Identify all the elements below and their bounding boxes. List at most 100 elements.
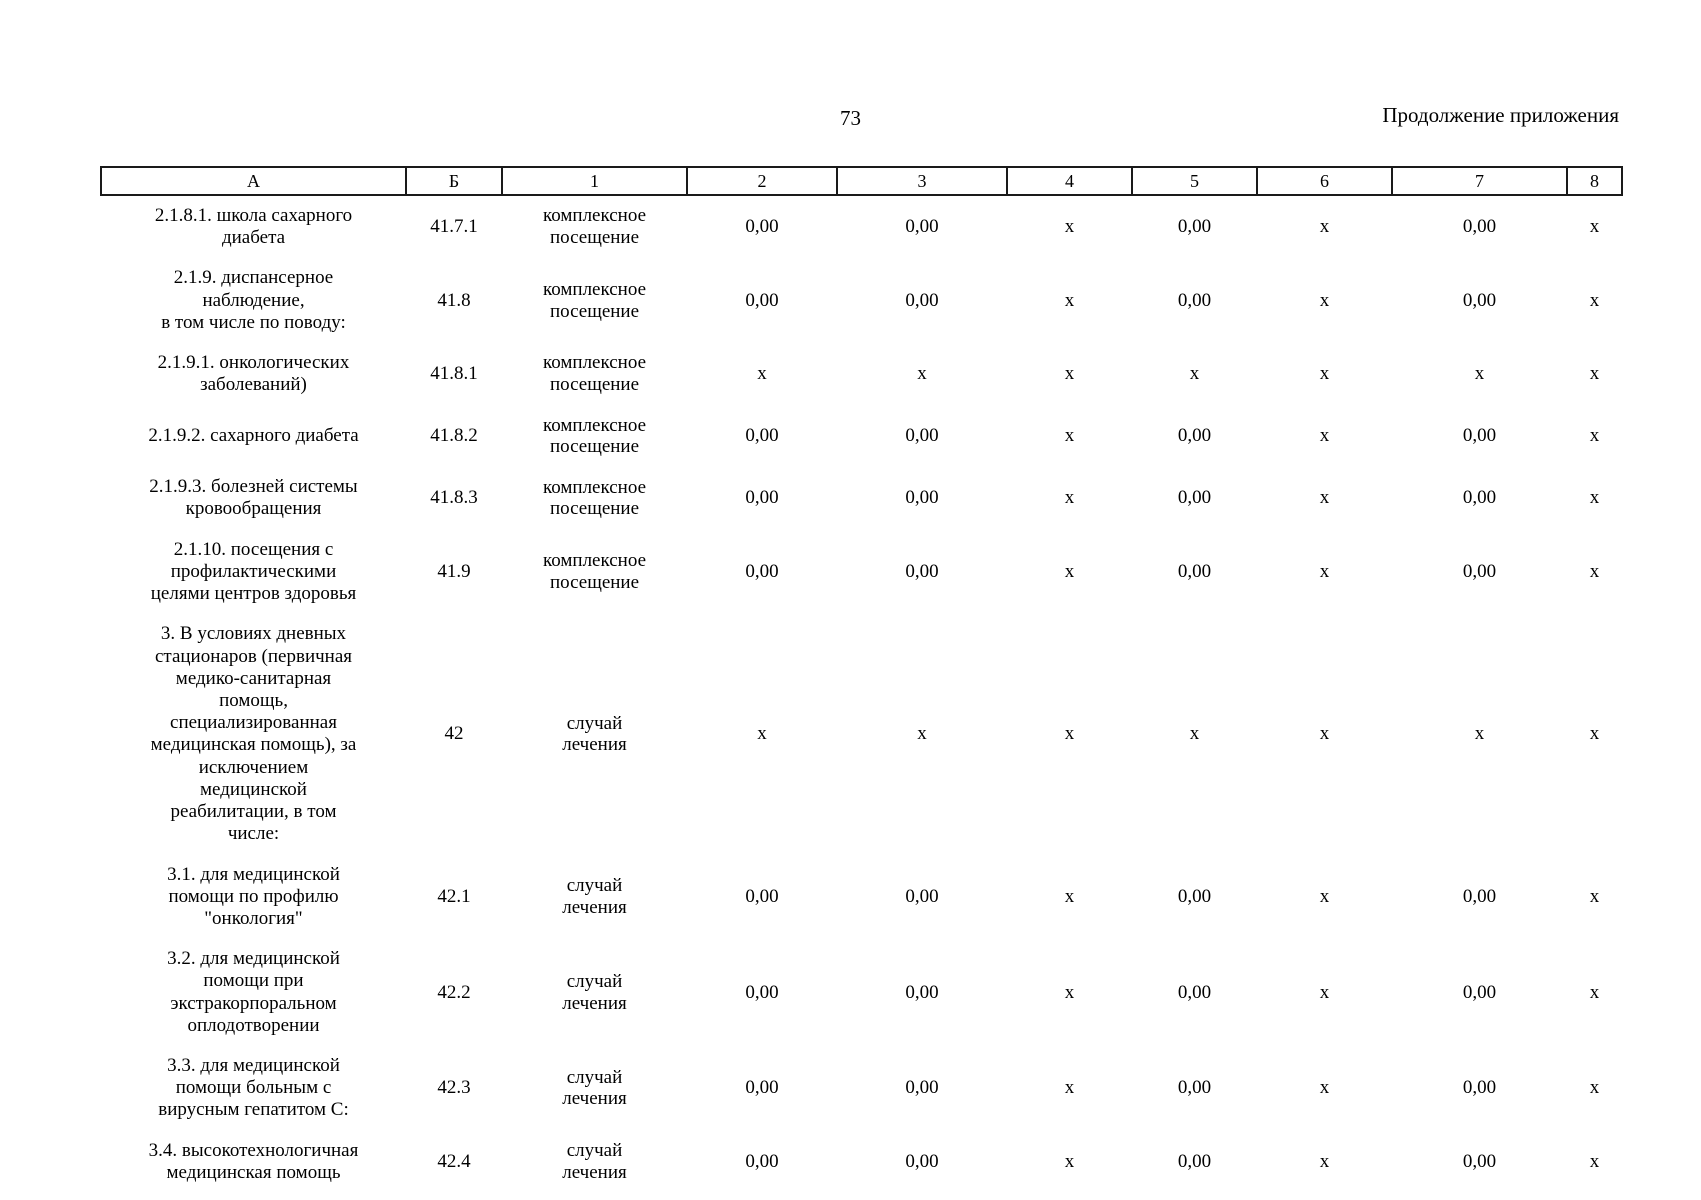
row-value-cell: 0,00: [1462, 560, 1497, 582]
row-code-cell: 42.1: [437, 885, 471, 907]
appendix-continuation-label: Продолжение приложения: [1382, 103, 1619, 127]
row-value-cell: 0,00: [905, 885, 939, 907]
column-header: 6: [1256, 166, 1393, 196]
row-value-cell: 0,00: [905, 289, 939, 311]
row-value-cell: x: [1319, 487, 1330, 509]
row-value-cell: x: [1589, 363, 1600, 385]
row-value-cell: 0,00: [1462, 289, 1497, 311]
row-name-cell: 2.1.10. посещения с профилактическими це…: [150, 538, 357, 605]
row-value-cell: x: [1474, 723, 1485, 745]
row-value-cell: x: [1319, 216, 1330, 238]
row-unit-cell: случай лечения: [562, 970, 627, 1014]
row-unit-cell: комплексное посещение: [542, 476, 647, 520]
row-value-cell: 0,00: [1462, 1077, 1497, 1099]
row-value-cell: x: [1319, 363, 1330, 385]
row-value-cell: x: [1064, 1150, 1075, 1172]
row-name-cell: 2.1.9.1. онкологических заболеваний): [157, 352, 350, 396]
row-value-cell: x: [1064, 1077, 1075, 1099]
row-value-cell: x: [1589, 425, 1600, 447]
column-header: Б: [405, 166, 503, 196]
row-code-cell: 42.2: [437, 981, 471, 1003]
page-number: 73: [840, 106, 861, 130]
row-unit-cell: комплексное посещение: [542, 352, 647, 396]
row-unit-cell: случай лечения: [562, 712, 627, 756]
row-name-cell: 3.1. для медицинской помощи по профилю "…: [167, 863, 340, 929]
row-name-cell: 2.1.8.1. школа сахарного диабета: [154, 205, 353, 249]
column-header: А: [100, 166, 407, 196]
row-value-cell: 0,00: [1177, 425, 1212, 447]
row-value-cell: 0,00: [745, 487, 779, 509]
column-header: 2: [686, 166, 838, 196]
row-code-cell: 41.8.3: [430, 487, 478, 509]
row-value-cell: 0,00: [1177, 885, 1212, 907]
table-row: 2.1.10. посещения с профилактическими це…: [101, 530, 1622, 615]
table-row: 2.1.9. диспансерное наблюдение, в том чи…: [101, 258, 1622, 343]
row-value-cell: 0,00: [1177, 981, 1212, 1003]
row-value-cell: x: [1319, 560, 1330, 582]
row-code-cell: 42.4: [437, 1150, 471, 1172]
row-value-cell: 0,00: [905, 981, 939, 1003]
table-row: 2.1.8.1. школа сахарного диабета 41.7.1 ко…: [101, 195, 1622, 258]
row-value-cell: 0,00: [1462, 885, 1497, 907]
row-value-cell: x: [1319, 289, 1330, 311]
row-name-cell: 3.2. для медицинской помощи при экстрако…: [167, 948, 340, 1036]
row-value-cell: x: [1589, 885, 1600, 907]
row-value-cell: x: [1589, 1150, 1600, 1172]
row-value-cell: 0,00: [1177, 216, 1212, 238]
row-value-cell: 0,00: [1462, 425, 1497, 447]
row-value-cell: 0,00: [1462, 1150, 1497, 1172]
row-value-cell: 0,00: [1177, 1150, 1212, 1172]
column-header: 8: [1566, 166, 1623, 196]
row-value-cell: x: [1319, 1150, 1330, 1172]
row-code-cell: 41.7.1: [430, 216, 478, 238]
row-value-cell: x: [1589, 723, 1600, 745]
table-row: 2.1.9.3. болезней системы кровообращения…: [101, 467, 1622, 529]
column-header: 7: [1391, 166, 1568, 196]
row-value-cell: x: [1319, 425, 1330, 447]
row-name-cell: 3.4. высокотехнологичная медицинская пом…: [148, 1139, 359, 1183]
row-value-cell: 0,00: [745, 560, 779, 582]
table-row: 3.4. высокотехнологичная медицинская пом…: [101, 1131, 1622, 1193]
row-value-cell: x: [1589, 981, 1600, 1003]
row-value-cell: x: [1474, 363, 1485, 385]
table-row: 3.3. для медицинской помощи больным с ви…: [101, 1046, 1622, 1131]
row-value-cell: x: [1064, 363, 1075, 385]
row-value-cell: 0,00: [745, 1150, 779, 1172]
row-unit-cell: комплексное посещение: [542, 550, 647, 593]
row-unit-cell: случай лечения: [562, 1066, 627, 1110]
row-value-cell: 0,00: [1462, 981, 1497, 1003]
row-value-cell: 0,00: [905, 216, 939, 238]
row-value-cell: 0,00: [745, 289, 779, 311]
table-row: 3. В условиях дневных стационаров (перви…: [101, 614, 1622, 854]
row-value-cell: 0,00: [905, 1150, 939, 1172]
table-body: 2.1.8.1. школа сахарного диабета 41.7.1 ко…: [101, 195, 1622, 1193]
row-value-cell: x: [1589, 289, 1600, 311]
row-value-cell: 0,00: [905, 487, 939, 509]
row-value-cell: 0,00: [1462, 216, 1497, 238]
row-unit-cell: случай лечения: [562, 874, 627, 918]
row-value-cell: 0,00: [1462, 487, 1497, 509]
row-code-cell: 41.8: [437, 289, 471, 311]
row-value-cell: x: [757, 723, 767, 745]
table-row: 3.2. для медицинской помощи при экстрако…: [101, 939, 1622, 1046]
row-value-cell: 0,00: [1177, 560, 1212, 582]
row-name-cell: 3. В условиях дневных стационаров (перви…: [150, 623, 357, 845]
row-value-cell: 0,00: [745, 1077, 779, 1099]
row-value-cell: x: [1319, 981, 1330, 1003]
row-name-cell: 3.3. для медицинской помощи больным с ви…: [158, 1055, 349, 1121]
row-value-cell: x: [1064, 560, 1075, 582]
row-value-cell: 0,00: [745, 885, 779, 907]
row-value-cell: x: [1064, 425, 1075, 447]
row-value-cell: x: [1064, 981, 1075, 1003]
row-code-cell: 41.9: [437, 560, 471, 582]
row-value-cell: 0,00: [745, 425, 779, 447]
row-code-cell: 42.3: [437, 1077, 471, 1099]
row-value-cell: x: [1319, 723, 1330, 745]
row-value-cell: x: [1064, 216, 1075, 238]
row-value-cell: x: [917, 723, 927, 745]
row-value-cell: 0,00: [905, 425, 939, 447]
